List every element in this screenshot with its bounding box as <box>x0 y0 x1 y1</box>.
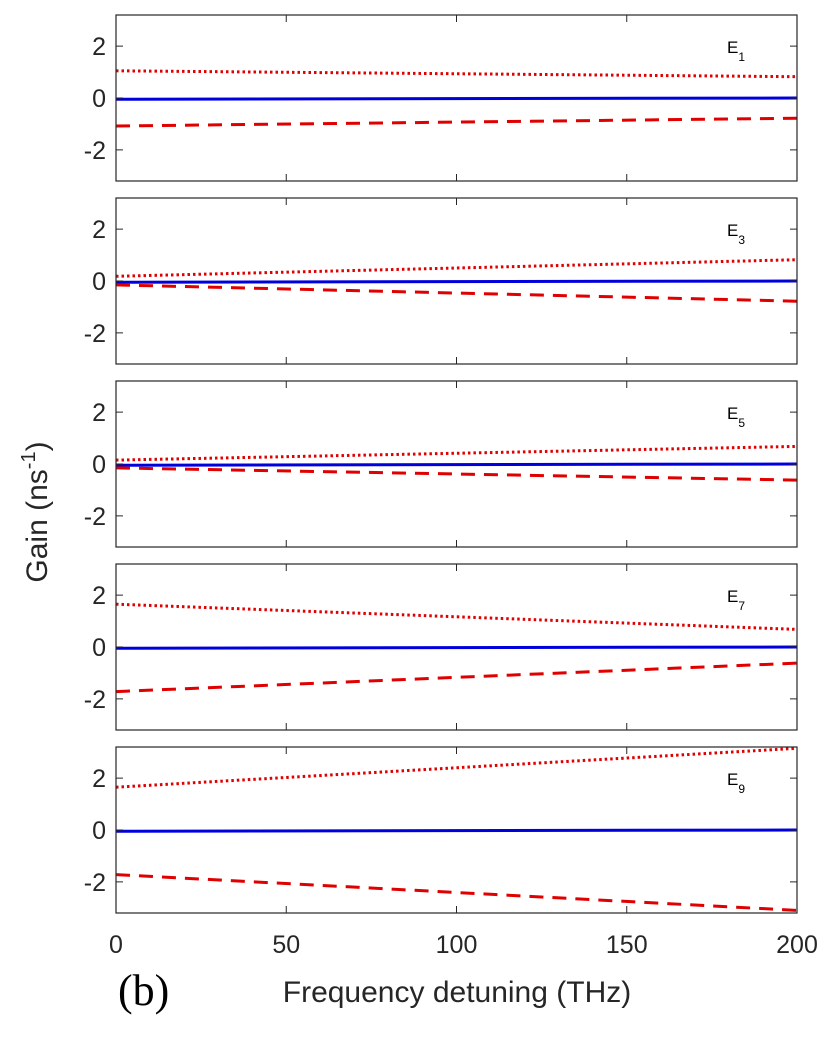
panel-label-letter: E <box>727 221 738 240</box>
panel-label-subscript: 3 <box>738 233 745 247</box>
x-tick-label: 150 <box>606 931 648 959</box>
y-tick-label: 0 <box>92 268 106 296</box>
y-tick-label: -2 <box>84 686 106 714</box>
panel-label-letter: E <box>727 587 738 606</box>
panel-label-letter: E <box>727 404 738 423</box>
series-dotted-line <box>116 444 797 462</box>
y-axis-label-close: ) <box>21 441 54 451</box>
x-tick-label: 100 <box>436 931 478 959</box>
series-dashed-line <box>116 466 797 482</box>
panel-series-group <box>116 258 797 303</box>
panel-label: E3 <box>727 221 745 247</box>
panel-series-group <box>116 602 797 694</box>
series-dotted-line <box>116 747 797 789</box>
panel-3: -2 0 2 E3 <box>84 197 798 365</box>
figure-label: (b) <box>118 966 169 1015</box>
panel-label: E5 <box>727 404 745 430</box>
svg-text:Gain (ns-1): Gain (ns-1) <box>18 441 54 582</box>
y-axis-label-text: Gain (ns <box>21 469 54 582</box>
x-tick-label: 200 <box>776 931 818 959</box>
series-solid-line <box>116 279 797 284</box>
panel-series-group <box>116 69 797 128</box>
y-tick-label: 2 <box>92 399 106 427</box>
panel-label-subscript: 9 <box>738 782 745 796</box>
series-dashed-line <box>116 873 797 912</box>
y-tick-label: 0 <box>92 451 106 479</box>
y-tick-label: 0 <box>92 634 106 662</box>
panels-group: -202 E1-202 E3-202 E5-202 E7-202 E9 <box>84 14 798 914</box>
series-solid-line <box>116 645 797 650</box>
x-axis-label: Frequency detuning (THz) <box>283 976 632 1009</box>
panel-9: -2 0 2 E9 <box>84 746 798 914</box>
series-dashed-line <box>116 661 797 694</box>
y-tick-label: 2 <box>92 33 106 61</box>
series-solid-line <box>116 828 797 833</box>
panel-series-group <box>116 444 797 482</box>
series-dashed-line <box>116 283 797 303</box>
panel-label: E1 <box>727 38 745 64</box>
series-solid-line <box>116 96 797 101</box>
y-tick-label: 2 <box>92 216 106 244</box>
y-tick-label: -2 <box>84 503 106 531</box>
y-tick-label: -2 <box>84 137 106 165</box>
panel-series-group <box>116 747 797 912</box>
panel-5: -2 0 2 E5 <box>84 380 798 548</box>
series-dashed-line <box>116 116 797 128</box>
series-dotted-line <box>116 602 797 631</box>
panel-label-subscript: 7 <box>738 599 745 613</box>
y-tick-label: -2 <box>84 869 106 897</box>
panel-label-letter: E <box>727 770 738 789</box>
y-tick-label: -2 <box>84 320 106 348</box>
series-dotted-line <box>116 258 797 278</box>
series-dotted-line <box>116 69 797 79</box>
panel-label-subscript: 1 <box>738 50 745 64</box>
y-tick-label: 0 <box>92 817 106 845</box>
panel-label: E9 <box>727 770 745 796</box>
x-tick-label: 50 <box>272 931 300 959</box>
panel-label-subscript: 5 <box>738 416 745 430</box>
x-tick-label: 0 <box>109 931 123 959</box>
panel-7: -2 0 2 E7 <box>84 563 798 731</box>
x-axis-tick-labels: 0 50 100 150 200 <box>109 931 818 959</box>
y-axis-label: Gain (ns-1) <box>18 441 54 582</box>
y-axis-label-superscript: -1 <box>18 451 40 469</box>
y-tick-label: 0 <box>92 85 106 113</box>
panel-label-letter: E <box>727 38 738 57</box>
series-solid-line <box>116 462 797 467</box>
y-tick-label: 2 <box>92 765 106 793</box>
panel-1: -2 0 2 E1 <box>84 14 798 182</box>
panel-label: E7 <box>727 587 745 613</box>
y-tick-label: 2 <box>92 582 106 610</box>
